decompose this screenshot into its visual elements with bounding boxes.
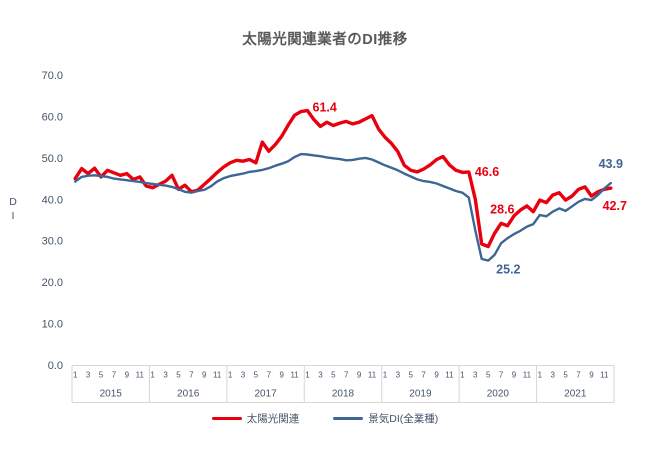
month-tick-label: 9 xyxy=(357,371,362,380)
month-tick-label: 11 xyxy=(290,371,299,380)
month-tick-label: 11 xyxy=(445,371,454,380)
series-line-all-industries xyxy=(73,152,612,262)
y-tick-label: 20.0 xyxy=(42,277,63,289)
month-tick-label: 3 xyxy=(396,371,401,380)
legend-item-all-industries: 景気DI(全業種) xyxy=(333,411,438,426)
month-tick-label: 3 xyxy=(318,371,323,380)
y-tick-label: 60.0 xyxy=(42,111,63,123)
month-tick-label: 9 xyxy=(589,371,594,380)
month-tick-label: 5 xyxy=(99,371,104,380)
month-tick-label: 7 xyxy=(499,371,504,380)
y-tick-label: 0.0 xyxy=(48,360,63,372)
month-tick-label: 11 xyxy=(523,371,532,380)
month-tick-label: 5 xyxy=(563,371,568,380)
data-label: 25.2 xyxy=(496,263,520,277)
month-tick-label: 9 xyxy=(279,371,284,380)
series-line-solar xyxy=(73,108,613,249)
legend-label-all-industries: 景気DI(全業種) xyxy=(368,413,439,425)
y-tick-label: 30.0 xyxy=(42,236,63,248)
legend-swatch-all-industries-icon xyxy=(333,417,364,420)
month-tick-label: 7 xyxy=(267,371,272,380)
month-tick-label: 1 xyxy=(383,371,388,380)
data-label: 61.4 xyxy=(313,101,337,115)
month-tick-label: 3 xyxy=(163,371,168,380)
month-tick-label: 7 xyxy=(421,371,426,380)
year-label: 2019 xyxy=(409,389,432,400)
month-tick-label: 3 xyxy=(241,371,246,380)
month-tick-label: 11 xyxy=(600,371,609,380)
month-tick-label: 1 xyxy=(538,371,543,380)
year-label: 2015 xyxy=(100,389,123,400)
legend: 太陽光関連 景気DI(全業種) xyxy=(0,411,650,426)
month-tick-label: 9 xyxy=(202,371,207,380)
y-tick-label: 40.0 xyxy=(42,194,63,206)
y-tick-label: 70.0 xyxy=(42,70,63,82)
month-tick-label: 3 xyxy=(550,371,555,380)
month-tick-label: 5 xyxy=(176,371,181,380)
year-label: 2020 xyxy=(487,389,510,400)
month-tick-label: 11 xyxy=(136,371,145,380)
year-label: 2018 xyxy=(332,389,355,400)
month-tick-label: 1 xyxy=(460,371,465,380)
y-tick-label: 10.0 xyxy=(42,319,63,331)
data-label: 43.9 xyxy=(599,157,623,171)
month-tick-label: 5 xyxy=(254,371,259,380)
year-label: 2016 xyxy=(177,389,200,400)
chart-title: 太陽光関連業者のDI推移 xyxy=(242,32,408,48)
month-tick-label: 1 xyxy=(305,371,310,380)
month-tick-label: 1 xyxy=(228,371,233,380)
y-tick-label: 50.0 xyxy=(42,153,63,165)
legend-item-solar: 太陽光関連 xyxy=(211,411,300,426)
month-tick-label: 7 xyxy=(189,371,194,380)
month-tick-label: 5 xyxy=(409,371,414,380)
month-tick-label: 3 xyxy=(473,371,478,380)
legend-swatch-solar-icon xyxy=(211,416,242,421)
data-label: 28.6 xyxy=(490,203,514,217)
data-label: 46.6 xyxy=(475,165,499,179)
month-tick-label: 9 xyxy=(512,371,517,380)
month-tick-label: 1 xyxy=(73,371,78,380)
month-tick-label: 5 xyxy=(331,371,336,380)
month-tick-label: 9 xyxy=(434,371,439,380)
year-label: 2021 xyxy=(564,389,587,400)
month-tick-label: 3 xyxy=(86,371,91,380)
data-label: 42.7 xyxy=(603,199,627,213)
y-axis-label: DI xyxy=(7,196,19,224)
legend-label-solar: 太陽光関連 xyxy=(246,413,300,425)
month-tick-label: 9 xyxy=(125,371,130,380)
month-tick-label: 5 xyxy=(486,371,491,380)
month-tick-label: 7 xyxy=(576,371,581,380)
year-label: 2017 xyxy=(254,389,277,400)
month-tick-label: 1 xyxy=(150,371,155,380)
month-tick-label: 11 xyxy=(368,371,377,380)
month-tick-label: 11 xyxy=(213,371,222,380)
month-tick-label: 7 xyxy=(344,371,349,380)
month-tick-label: 7 xyxy=(112,371,117,380)
